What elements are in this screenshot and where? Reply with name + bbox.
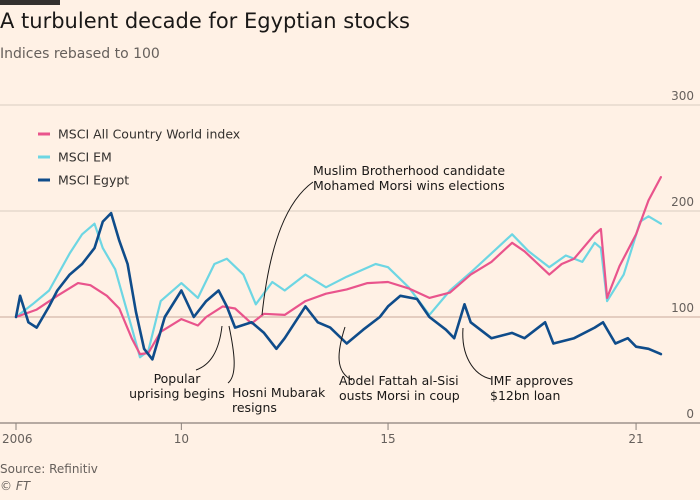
annotation-text: Mohamed Morsi wins elections <box>313 178 505 193</box>
x-tick-label: 21 <box>628 432 643 446</box>
annotation-leader <box>261 181 314 316</box>
legend-label: MSCI EM <box>58 150 112 165</box>
y-tick-label: 300 <box>671 89 694 103</box>
x-tick-label: 2006 <box>2 432 33 446</box>
x-tick-label: 10 <box>174 432 189 446</box>
annotation-text: uprising begins <box>129 386 225 401</box>
legend-label: MSCI All Country World index <box>58 127 240 142</box>
annotation-text: Popular <box>154 371 202 386</box>
chart-subtitle: Indices rebased to 100 <box>0 46 160 62</box>
annotation-text: resigns <box>232 400 277 415</box>
x-tick-label: 15 <box>380 432 395 446</box>
series-line-msci-all-country-world-index <box>14 176 662 356</box>
source-note: Source: Refinitiv <box>0 462 98 476</box>
annotation-leader <box>338 326 353 381</box>
series-line-msci-egypt <box>14 211 663 361</box>
series-line-msci-em <box>14 215 662 359</box>
annotation-text: ousts Morsi in coup <box>339 388 460 403</box>
legend-label: MSCI Egypt <box>58 173 129 188</box>
y-tick-label: 200 <box>671 195 694 209</box>
annotation-text: Muslim Brotherhood candidate <box>313 163 505 178</box>
ft-top-bar <box>0 0 60 5</box>
annotation-leader <box>462 327 492 380</box>
y-tick-label: 100 <box>671 301 694 315</box>
annotation-text: IMF approves <box>490 373 573 388</box>
ft-credit: © FT <box>0 479 31 493</box>
annotation-text: Hosni Mubarak <box>232 385 326 400</box>
annotation-leader <box>195 325 223 371</box>
annotation-leader <box>227 325 235 384</box>
y-tick-label: 0 <box>686 407 694 421</box>
chart-title: A turbulent decade for Egyptian stocks <box>0 9 410 33</box>
annotation-text: $12bn loan <box>490 388 560 403</box>
annotation-text: Abdel Fattah al-Sisi <box>339 373 459 388</box>
